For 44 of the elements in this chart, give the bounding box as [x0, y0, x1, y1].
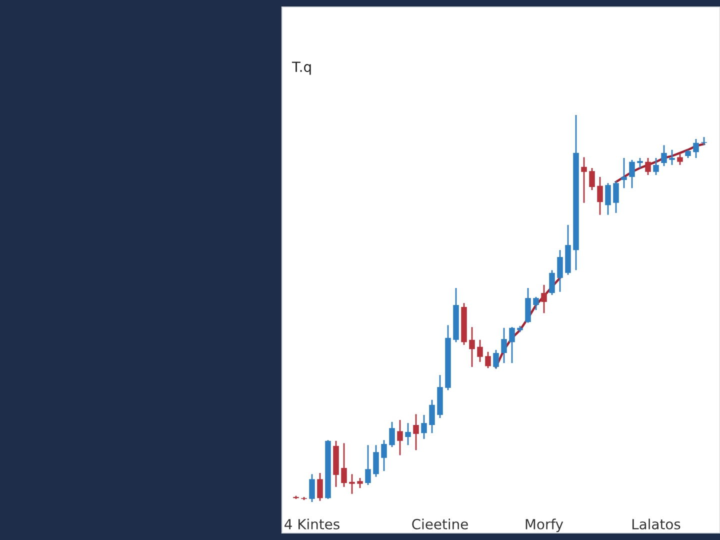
candlestick — [525, 287, 531, 324]
candlestick — [677, 152, 683, 166]
candlestick — [413, 413, 419, 451]
candlestick — [549, 269, 555, 296]
candlestick — [597, 176, 603, 216]
x-tick-label: Morfy — [526, 518, 564, 532]
candlestick — [493, 349, 499, 370]
chart-title: T.q — [292, 62, 311, 75]
candlestick — [693, 138, 699, 159]
candlestick — [477, 339, 483, 363]
candlestick — [485, 351, 491, 369]
candlestick — [653, 157, 659, 176]
candlestick — [469, 326, 475, 368]
candlestick — [405, 422, 411, 446]
candlestick — [533, 296, 539, 311]
x-tick-label: 4 Kintes — [284, 518, 340, 530]
candlestick — [309, 473, 315, 502]
candlestick — [557, 249, 563, 293]
candlestick — [661, 144, 667, 167]
candlestick — [605, 182, 611, 216]
x-tick-label: Cieetine — [412, 518, 468, 530]
candlestick — [541, 284, 547, 314]
candlestick — [589, 167, 595, 191]
candlestick — [501, 327, 507, 364]
candlestick — [629, 159, 635, 189]
candlestick — [365, 444, 371, 486]
candlestick — [421, 414, 427, 440]
candlestick — [429, 399, 435, 434]
candlestick — [613, 180, 619, 214]
candlestick — [341, 442, 347, 488]
candlestick — [509, 326, 515, 364]
x-tick-label: Lalatos — [632, 518, 680, 530]
candlestick — [645, 157, 651, 176]
candlestick — [637, 157, 643, 169]
candlestick — [389, 421, 395, 448]
candlestick — [317, 472, 323, 502]
candlestick — [397, 419, 403, 456]
candlestick — [381, 439, 387, 472]
candlestick — [349, 473, 355, 495]
candlestick — [621, 157, 627, 189]
candlestick — [373, 444, 379, 478]
candlestick — [669, 149, 675, 166]
candlestick — [357, 477, 363, 489]
candlestick — [581, 156, 587, 204]
